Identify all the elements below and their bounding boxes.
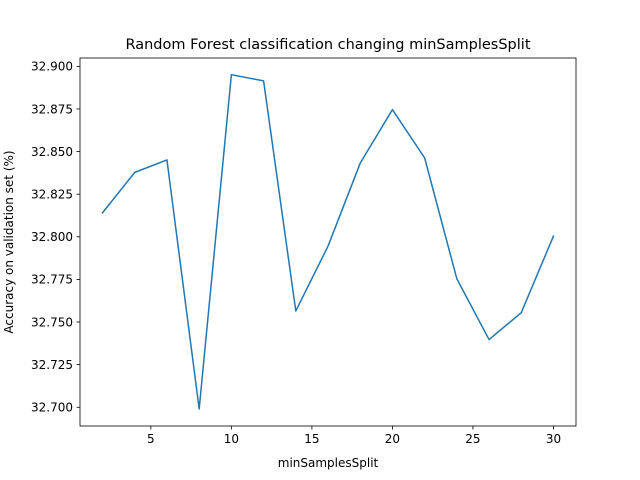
- y-tick-label: 32.850: [31, 145, 73, 159]
- y-tick-label: 32.750: [31, 315, 73, 329]
- x-tick-label: 30: [546, 432, 561, 446]
- y-tick-label: 32.700: [31, 401, 73, 415]
- y-tick-label: 32.725: [31, 358, 73, 372]
- x-tick-label: 15: [304, 432, 319, 446]
- y-tick-label: 32.825: [31, 187, 73, 201]
- y-tick-label: 32.800: [31, 230, 73, 244]
- x-tick-label: 25: [465, 432, 480, 446]
- y-tick-label: 32.775: [31, 273, 73, 287]
- y-tick-label: 32.900: [31, 60, 73, 74]
- chart-title: Random Forest classification changing mi…: [125, 37, 530, 53]
- plot-area: 5 10 15 20 25 30 32.700 32.725 32.750 32.775 32.80…: [31, 57, 577, 446]
- y-tick-label: 32.875: [31, 102, 73, 116]
- y-axis-label: Accuracy on validation set (%): [2, 150, 16, 333]
- x-tick-label: 10: [224, 432, 239, 446]
- x-tick-label: 20: [385, 432, 400, 446]
- plot-frame: [79, 57, 577, 427]
- series-line-0: [101, 73, 555, 410]
- x-tick-label: 5: [147, 432, 155, 446]
- x-axis-label: minSamplesSplit: [278, 456, 379, 470]
